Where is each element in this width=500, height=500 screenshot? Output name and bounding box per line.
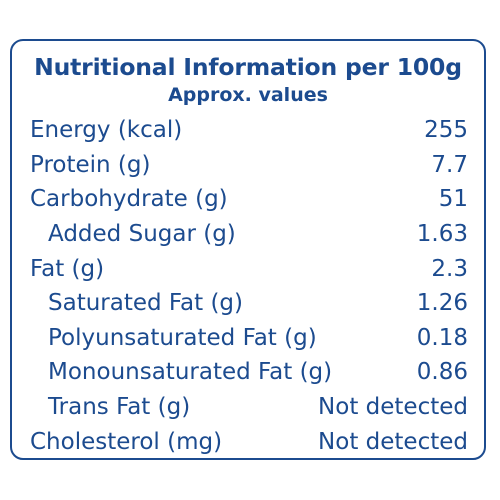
row-label: Saturated Fat (g)	[48, 290, 244, 317]
row-value: 51	[438, 186, 468, 213]
row-saturated-fat: Saturated Fat (g) 1.26	[30, 286, 468, 321]
row-label: Carbohydrate (g)	[30, 186, 228, 213]
nutrition-panel: Nutritional Information per 100g Approx.…	[10, 39, 486, 460]
row-label: Protein (g)	[30, 151, 151, 178]
row-label: Monounsaturated Fat (g)	[48, 359, 333, 386]
row-monounsaturated-fat: Monounsaturated Fat (g) 0.86	[30, 355, 468, 390]
row-protein: Protein (g) 7.7	[30, 148, 468, 183]
row-value: 1.63	[416, 221, 468, 248]
row-label: Fat (g)	[30, 255, 105, 282]
row-carbohydrate: Carbohydrate (g) 51	[30, 182, 468, 217]
row-trans-fat: Trans Fat (g) Not detected	[30, 390, 468, 425]
row-label: Cholesterol (mg)	[30, 428, 223, 455]
row-added-sugar: Added Sugar (g) 1.63	[30, 217, 468, 252]
row-value: Not detected	[318, 428, 468, 455]
row-label: Energy (kcal)	[30, 117, 183, 144]
row-label: Trans Fat (g)	[48, 394, 191, 421]
row-value: 1.26	[416, 290, 468, 317]
row-label: Added Sugar (g)	[48, 221, 236, 248]
row-polyunsaturated-fat: Polyunsaturated Fat (g) 0.18	[30, 321, 468, 356]
row-label: Polyunsaturated Fat (g)	[48, 324, 317, 351]
nutrition-rows: Energy (kcal) 255 Protein (g) 7.7 Carboh…	[30, 113, 468, 459]
row-value: 255	[424, 117, 468, 144]
row-value: 0.18	[416, 324, 468, 351]
row-cholesterol: Cholesterol (mg) Not detected	[30, 424, 468, 459]
row-value: 2.3	[431, 255, 468, 282]
row-fat: Fat (g) 2.3	[30, 251, 468, 286]
nutrition-title: Nutritional Information per 100g	[34, 53, 462, 81]
row-value: Not detected	[318, 394, 468, 421]
row-energy: Energy (kcal) 255	[30, 113, 468, 148]
nutrition-subtitle: Approx. values	[168, 84, 328, 106]
row-value: 0.86	[416, 359, 468, 386]
row-value: 7.7	[431, 151, 468, 178]
